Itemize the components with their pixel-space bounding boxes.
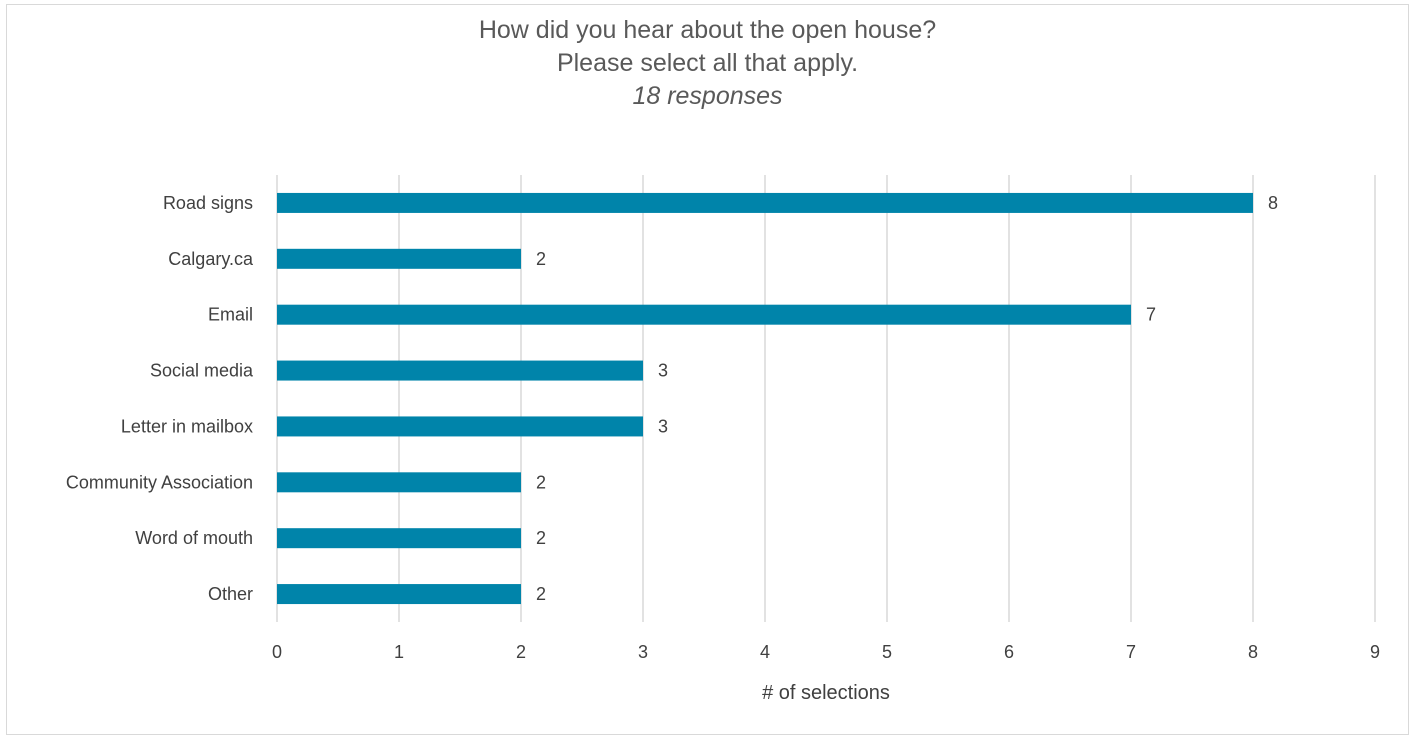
category-label: Word of mouth xyxy=(135,528,253,548)
gridlines xyxy=(276,175,1376,622)
data-labels: 8 2 7 3 3 2 2 2 xyxy=(536,193,1278,604)
x-tick-label: 9 xyxy=(1370,642,1380,662)
data-label: 7 xyxy=(1146,305,1156,325)
chart-frame xyxy=(6,4,1409,735)
bar xyxy=(277,528,521,549)
category-label: Letter in mailbox xyxy=(121,416,253,436)
x-tick-label: 0 xyxy=(272,642,282,662)
category-labels: Road signs Calgary.ca Email Social media Let… xyxy=(66,193,254,604)
bar xyxy=(277,192,1253,213)
bar xyxy=(277,304,1131,325)
chart-title-block: How did you hear about the open house? P… xyxy=(6,14,1409,113)
bar xyxy=(277,472,521,493)
category-label: Road signs xyxy=(163,193,253,213)
x-tick-label: 1 xyxy=(394,642,404,662)
x-tick-label: 5 xyxy=(882,642,892,662)
data-label: 2 xyxy=(536,472,546,492)
chart-title: How did you hear about the open house? xyxy=(478,16,937,44)
category-label: Social media xyxy=(150,361,254,381)
category-label: Calgary.ca xyxy=(168,249,254,269)
bar xyxy=(277,584,521,605)
bar xyxy=(277,248,521,269)
x-tick-label: 6 xyxy=(1004,642,1014,662)
data-label: 2 xyxy=(536,249,546,269)
data-label: 8 xyxy=(1268,193,1278,213)
category-label: Community Association xyxy=(66,472,253,492)
category-label: Email xyxy=(208,305,253,325)
x-tick-label: 3 xyxy=(638,642,648,662)
bar xyxy=(277,416,643,437)
x-tick-label: 8 xyxy=(1248,642,1258,662)
bar xyxy=(277,360,643,381)
chart-title-line2: Please select all that apply. xyxy=(556,49,859,77)
data-label: 3 xyxy=(658,361,668,381)
chart-subtitle: 18 responses xyxy=(632,82,783,110)
data-label: 3 xyxy=(658,416,668,436)
x-tick-label: 7 xyxy=(1126,642,1136,662)
data-label: 2 xyxy=(536,584,546,604)
x-tick-label: 2 xyxy=(516,642,526,662)
x-axis-title: # of selections xyxy=(762,682,890,704)
data-label: 2 xyxy=(536,528,546,548)
x-tick-label: 4 xyxy=(760,642,770,662)
bars xyxy=(277,192,1253,605)
x-tick-labels: 0 1 2 3 4 5 6 7 8 9 xyxy=(272,642,1380,662)
category-label: Other xyxy=(208,584,253,604)
